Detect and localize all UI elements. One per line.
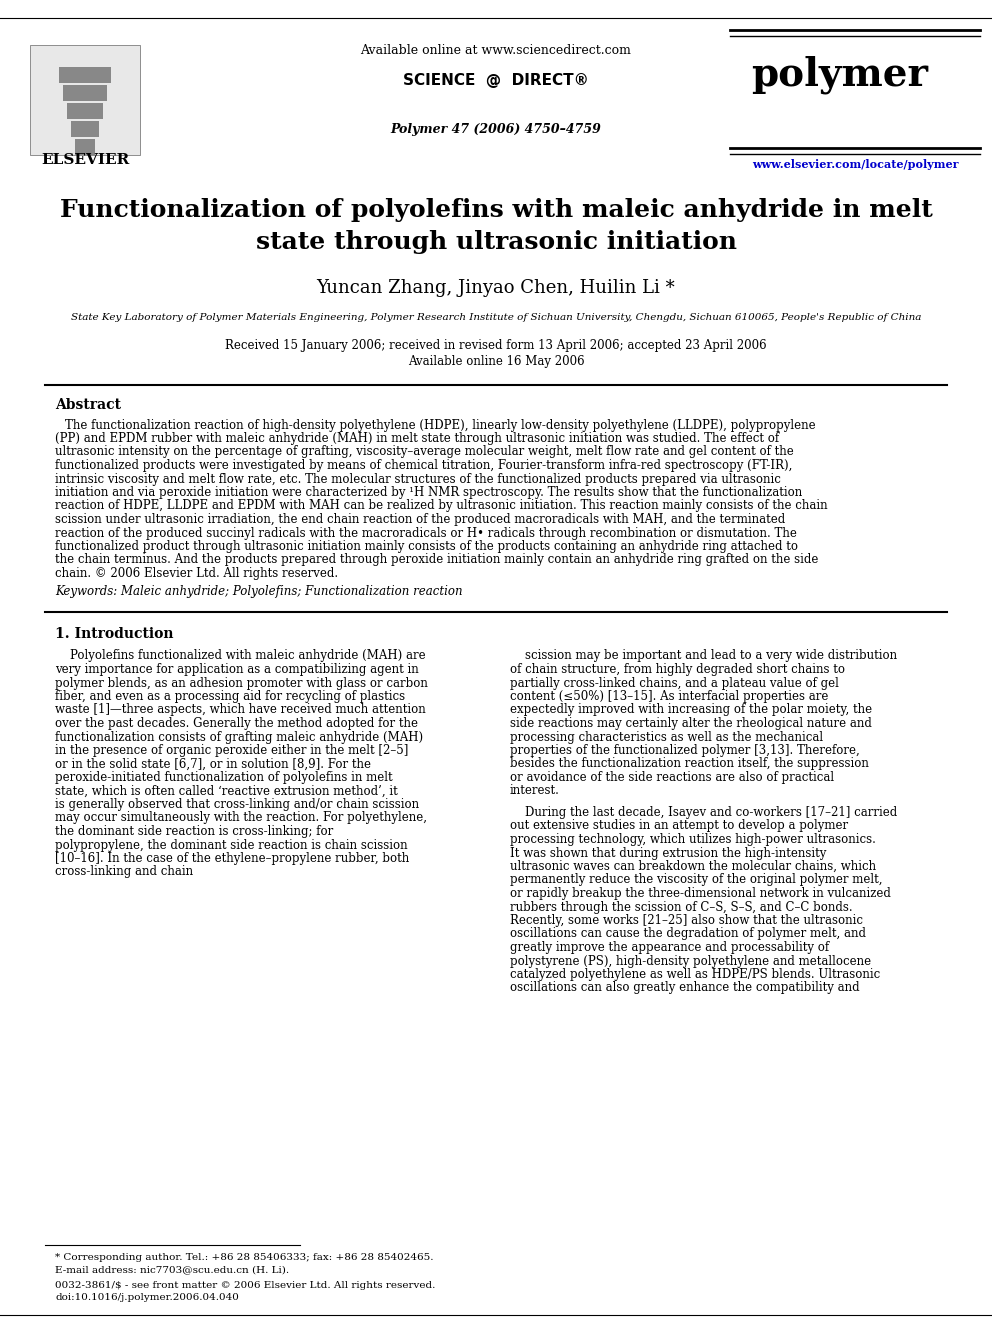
Text: 0032-3861/$ - see front matter © 2006 Elsevier Ltd. All rights reserved.: 0032-3861/$ - see front matter © 2006 El…: [55, 1281, 435, 1290]
Text: processing technology, which utilizes high-power ultrasonics.: processing technology, which utilizes hi…: [510, 833, 876, 845]
Text: greatly improve the appearance and processability of: greatly improve the appearance and proce…: [510, 941, 829, 954]
Text: of chain structure, from highly degraded short chains to: of chain structure, from highly degraded…: [510, 663, 845, 676]
Text: interest.: interest.: [510, 785, 559, 798]
Text: may occur simultaneously with the reaction. For polyethylene,: may occur simultaneously with the reacti…: [55, 811, 427, 824]
Text: ultrasonic intensity on the percentage of grafting, viscosity–average molecular : ultrasonic intensity on the percentage o…: [55, 446, 794, 459]
Text: functionalized product through ultrasonic initiation mainly consists of the prod: functionalized product through ultrasoni…: [55, 540, 798, 553]
Text: over the past decades. Generally the method adopted for the: over the past decades. Generally the met…: [55, 717, 418, 730]
Text: During the last decade, Isayev and co-workers [17–21] carried: During the last decade, Isayev and co-wo…: [525, 806, 897, 819]
Text: ultrasonic waves can breakdown the molecular chains, which: ultrasonic waves can breakdown the molec…: [510, 860, 876, 873]
Text: Keywords: Maleic anhydride; Polyolefins; Functionalization reaction: Keywords: Maleic anhydride; Polyolefins;…: [55, 586, 462, 598]
Text: or avoidance of the side reactions are also of practical: or avoidance of the side reactions are a…: [510, 771, 834, 785]
Text: SCIENCE  @  DIRECT®: SCIENCE @ DIRECT®: [403, 73, 589, 87]
Bar: [71, 120, 99, 138]
Bar: [63, 85, 107, 101]
Text: * Corresponding author. Tel.: +86 28 85406333; fax: +86 28 85402465.: * Corresponding author. Tel.: +86 28 854…: [55, 1253, 434, 1262]
Text: functionalization consists of grafting maleic anhydride (MAH): functionalization consists of grafting m…: [55, 730, 424, 744]
Text: Polymer 47 (2006) 4750–4759: Polymer 47 (2006) 4750–4759: [391, 123, 601, 136]
Text: [10–16]. In the case of the ethylene–propylene rubber, both: [10–16]. In the case of the ethylene–pro…: [55, 852, 410, 865]
Text: expectedly improved with increasing of the polar moiety, the: expectedly improved with increasing of t…: [510, 704, 872, 717]
Text: scission under ultrasonic irradiation, the end chain reaction of the produced ma: scission under ultrasonic irradiation, t…: [55, 513, 786, 527]
Text: catalyzed polyethylene as well as HDPE/PS blends. Ultrasonic: catalyzed polyethylene as well as HDPE/P…: [510, 968, 880, 980]
Text: The functionalization reaction of high-density polyethylene (HDPE), linearly low: The functionalization reaction of high-d…: [65, 418, 815, 431]
Text: state, which is often called ‘reactive extrusion method’, it: state, which is often called ‘reactive e…: [55, 785, 398, 798]
Text: or in the solid state [6,7], or in solution [8,9]. For the: or in the solid state [6,7], or in solut…: [55, 758, 371, 770]
Text: polymer: polymer: [752, 56, 929, 94]
Text: very importance for application as a compatibilizing agent in: very importance for application as a com…: [55, 663, 419, 676]
Text: side reactions may certainly alter the rheological nature and: side reactions may certainly alter the r…: [510, 717, 872, 730]
Text: cross-linking and chain: cross-linking and chain: [55, 865, 193, 878]
Text: partially cross-linked chains, and a plateau value of gel: partially cross-linked chains, and a pla…: [510, 676, 839, 689]
Text: permanently reduce the viscosity of the original polymer melt,: permanently reduce the viscosity of the …: [510, 873, 883, 886]
Text: 1. Introduction: 1. Introduction: [55, 627, 174, 642]
Text: is generally observed that cross-linking and/or chain scission: is generally observed that cross-linking…: [55, 798, 420, 811]
Text: waste [1]—three aspects, which have received much attention: waste [1]—three aspects, which have rece…: [55, 704, 426, 717]
Text: scission may be important and lead to a very wide distribution: scission may be important and lead to a …: [525, 650, 897, 663]
Text: state through ultrasonic initiation: state through ultrasonic initiation: [256, 230, 736, 254]
Text: properties of the functionalized polymer [3,13]. Therefore,: properties of the functionalized polymer…: [510, 744, 860, 757]
Text: oscillations can also greatly enhance the compatibility and: oscillations can also greatly enhance th…: [510, 982, 860, 995]
Text: the dominant side reaction is cross-linking; for: the dominant side reaction is cross-link…: [55, 826, 333, 837]
Text: State Key Laboratory of Polymer Materials Engineering, Polymer Research Institut: State Key Laboratory of Polymer Material…: [70, 314, 922, 323]
Text: intrinsic viscosity and melt flow rate, etc. The molecular structures of the fun: intrinsic viscosity and melt flow rate, …: [55, 472, 781, 486]
Text: Received 15 January 2006; received in revised form 13 April 2006; accepted 23 Ap: Received 15 January 2006; received in re…: [225, 339, 767, 352]
Text: E-mail address: nic7703@scu.edu.cn (H. Li).: E-mail address: nic7703@scu.edu.cn (H. L…: [55, 1266, 289, 1274]
Text: chain. © 2006 Elsevier Ltd. All rights reserved.: chain. © 2006 Elsevier Ltd. All rights r…: [55, 568, 338, 579]
Text: Recently, some works [21–25] also show that the ultrasonic: Recently, some works [21–25] also show t…: [510, 914, 863, 927]
Text: content (≤50%) [13–15]. As interfacial properties are: content (≤50%) [13–15]. As interfacial p…: [510, 691, 828, 703]
Bar: [75, 139, 95, 155]
Text: polystyrene (PS), high-density polyethylene and metallocene: polystyrene (PS), high-density polyethyl…: [510, 954, 871, 967]
Text: initiation and via peroxide initiation were characterized by ¹H NMR spectroscopy: initiation and via peroxide initiation w…: [55, 486, 803, 499]
Text: doi:10.1016/j.polymer.2006.04.040: doi:10.1016/j.polymer.2006.04.040: [55, 1293, 239, 1302]
Text: processing characteristics as well as the mechanical: processing characteristics as well as th…: [510, 730, 823, 744]
Text: reaction of the produced succinyl radicals with the macroradicals or H• radicals: reaction of the produced succinyl radica…: [55, 527, 797, 540]
Text: Abstract: Abstract: [55, 398, 121, 411]
Bar: [30, 45, 140, 155]
Text: polymer blends, as an adhesion promoter with glass or carbon: polymer blends, as an adhesion promoter …: [55, 676, 428, 689]
Text: Polyolefins functionalized with maleic anhydride (MAH) are: Polyolefins functionalized with maleic a…: [70, 650, 426, 663]
Text: in the presence of organic peroxide either in the melt [2–5]: in the presence of organic peroxide eith…: [55, 744, 409, 757]
Text: fiber, and even as a processing aid for recycling of plastics: fiber, and even as a processing aid for …: [55, 691, 405, 703]
Text: polypropylene, the dominant side reaction is chain scission: polypropylene, the dominant side reactio…: [55, 839, 408, 852]
Text: peroxide-initiated functionalization of polyolefins in melt: peroxide-initiated functionalization of …: [55, 771, 393, 785]
Text: functionalized products were investigated by means of chemical titration, Fourie: functionalized products were investigate…: [55, 459, 793, 472]
Text: It was shown that during extrusion the high-intensity: It was shown that during extrusion the h…: [510, 847, 826, 860]
Text: or rapidly breakup the three-dimensional network in vulcanized: or rapidly breakup the three-dimensional…: [510, 886, 891, 900]
Text: Available online at www.sciencedirect.com: Available online at www.sciencedirect.co…: [360, 44, 632, 57]
Text: rubbers through the scission of C–S, S–S, and C–C bonds.: rubbers through the scission of C–S, S–S…: [510, 901, 853, 913]
Text: besides the functionalization reaction itself, the suppression: besides the functionalization reaction i…: [510, 758, 869, 770]
Text: oscillations can cause the degradation of polymer melt, and: oscillations can cause the degradation o…: [510, 927, 866, 941]
Text: (PP) and EPDM rubber with maleic anhydride (MAH) in melt state through ultrasoni: (PP) and EPDM rubber with maleic anhydri…: [55, 433, 779, 445]
Bar: [59, 67, 111, 83]
Text: ELSEVIER: ELSEVIER: [41, 153, 129, 167]
Text: out extensive studies in an attempt to develop a polymer: out extensive studies in an attempt to d…: [510, 819, 848, 832]
Bar: [67, 103, 103, 119]
Text: www.elsevier.com/locate/polymer: www.elsevier.com/locate/polymer: [752, 160, 958, 171]
Text: the chain terminus. And the products prepared through peroxide initiation mainly: the chain terminus. And the products pre…: [55, 553, 818, 566]
Text: Available online 16 May 2006: Available online 16 May 2006: [408, 356, 584, 369]
Text: Functionalization of polyolefins with maleic anhydride in melt: Functionalization of polyolefins with ma…: [60, 198, 932, 222]
Text: Yuncan Zhang, Jinyao Chen, Huilin Li *: Yuncan Zhang, Jinyao Chen, Huilin Li *: [316, 279, 676, 296]
Text: reaction of HDPE, LLDPE and EPDM with MAH can be realized by ultrasonic initiati: reaction of HDPE, LLDPE and EPDM with MA…: [55, 500, 827, 512]
